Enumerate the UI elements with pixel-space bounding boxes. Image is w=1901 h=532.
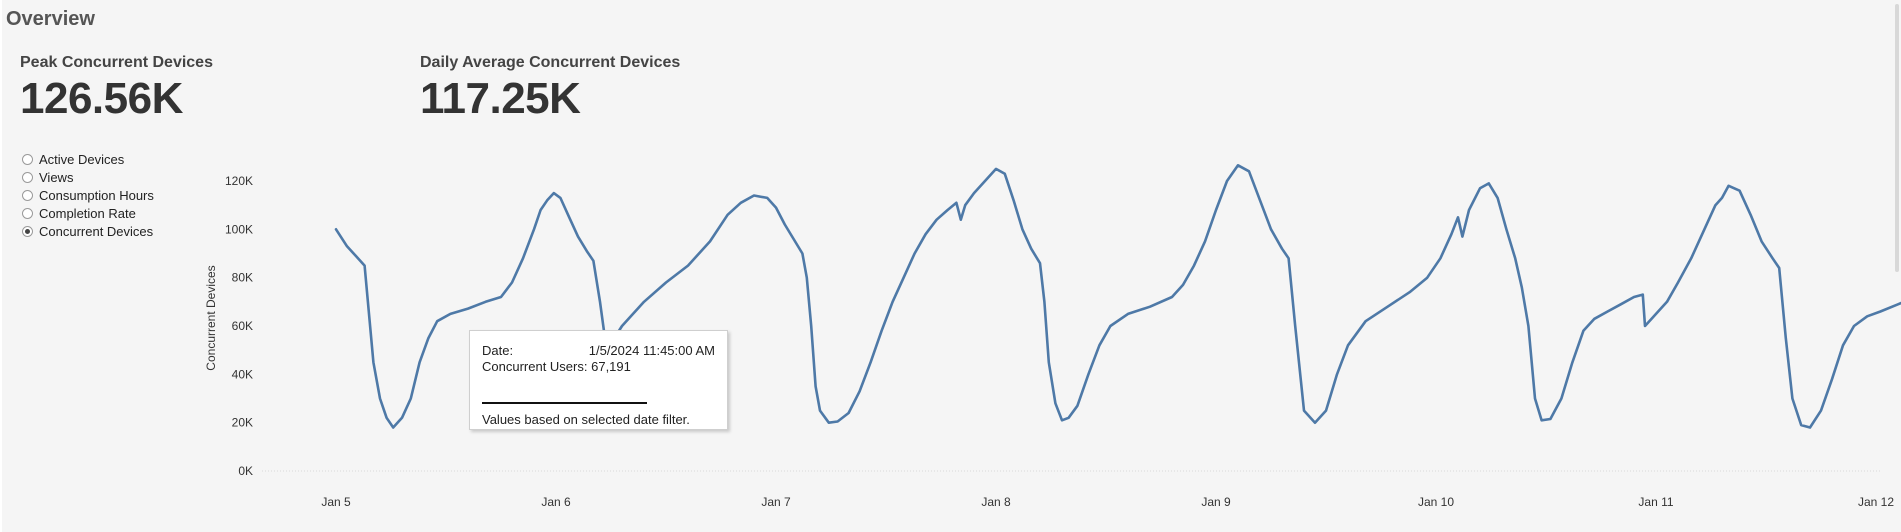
metric-option-label: Concurrent Devices [39,223,154,239]
radio-button[interactable] [22,189,33,201]
y-tick-label: 40K [232,367,253,381]
kpi-daily-average-concurrent-devices: Daily Average Concurrent Devices 117.25K [420,54,680,124]
tooltip-users-row: Concurrent Users: 67,191 [482,359,715,375]
y-tick-label: 20K [232,416,253,430]
tooltip-users-label: Concurrent Users: [482,359,588,374]
x-tick-label: Jan 8 [981,495,1011,509]
y-tick-label: 60K [232,319,253,333]
series-line-concurrent-devices[interactable] [334,164,1901,471]
y-tick-label: 80K [232,271,253,285]
metric-option-views[interactable]: Views [22,168,154,186]
tooltip-users-value: 67,191 [591,359,631,374]
y-tick-label: 0K [238,464,253,478]
y-axis: 0K 20K 40K 60K 80K 100K 120K [225,174,253,478]
metric-option-label: Active Devices [39,151,125,167]
radio-button-selected[interactable] [22,225,33,237]
x-tick-label: Jan 7 [761,495,791,509]
tooltip-date-label: Date: [482,343,514,358]
x-tick-label: Jan 11 [1638,495,1673,509]
y-tick-label: 100K [225,222,253,236]
metric-option-consumption-hours[interactable]: Consumption Hours [22,186,154,204]
tooltip-divider [482,402,647,404]
metric-option-label: Views [39,169,74,185]
x-axis: Jan 5 Jan 6 Jan 7 Jan 8 Jan 9 Jan 10 Jan 11 Jan… [321,495,1894,509]
x-tick-label: Jan 9 [1201,495,1231,509]
radio-button[interactable] [22,153,33,165]
radio-button[interactable] [22,207,33,219]
metric-option-concurrent-devices[interactable]: Concurrent Devices [22,222,154,240]
metric-option-label: Completion Rate [39,205,136,221]
kpi-value: 126.56K [20,74,183,123]
x-tick-label: Jan 10 [1418,495,1454,509]
page-title: Overview [6,8,95,30]
vertical-scrollbar[interactable] [1895,4,1899,272]
kpi-label: Daily Average Concurrent Devices [420,54,681,71]
kpi-label: Peak Concurrent Devices [20,54,213,71]
y-tick-label: 120K [225,174,253,188]
metric-option-completion-rate[interactable]: Completion Rate [22,204,154,222]
tooltip-note: Values based on selected date filter. [482,412,690,427]
metric-option-active-devices[interactable]: Active Devices [22,150,154,168]
x-tick-label: Jan 5 [321,495,351,509]
y-axis-label: Concurrent Devices [204,265,218,370]
metric-selector: Active Devices Views Consumption Hours C… [22,150,154,240]
x-tick-label: Jan 12 [1858,495,1894,509]
tooltip-date-row: Date: 1/5/2024 11:45:00 AM [482,343,715,359]
tooltip-date-value: 1/5/2024 11:45:00 AM [588,343,715,358]
metric-option-label: Consumption Hours [39,187,154,203]
radio-button[interactable] [22,171,33,183]
x-tick-label: Jan 6 [541,495,571,509]
kpi-value: 117.25K [420,74,581,123]
chart-tooltip: Date: 1/5/2024 11:45:00 AM Concurrent Us… [469,330,728,430]
kpi-peak-concurrent-devices: Peak Concurrent Devices 126.56K [20,54,213,124]
